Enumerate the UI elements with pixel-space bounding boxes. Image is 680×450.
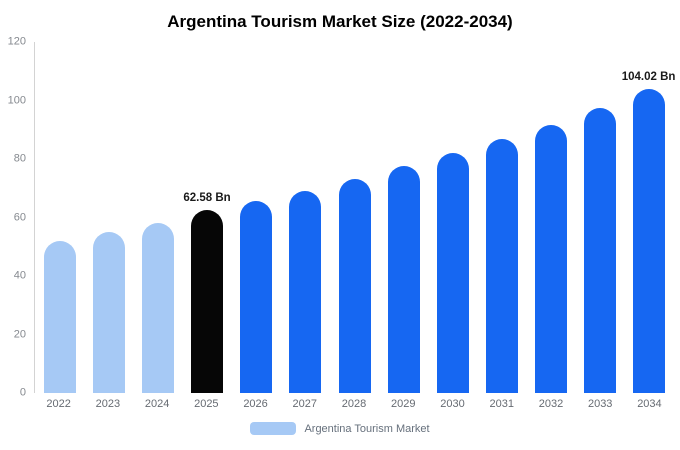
bar-slot [281, 42, 330, 393]
bar-2033 [584, 107, 617, 393]
y-tick-label: 80 [13, 152, 26, 165]
chart-area: 0 20 40 60 80 100 120 62.58 Bn 104.02 Bn [8, 36, 676, 398]
x-tick-label-2028: 2028 [341, 398, 367, 410]
x-tick-label-2023: 2023 [95, 398, 121, 410]
x-tick-label-2034: 2034 [637, 398, 662, 410]
x-tick-label-2031: 2031 [489, 398, 514, 410]
bar-slot [379, 42, 428, 393]
chart-title: Argentina Tourism Market Size (2022-2034… [167, 12, 513, 31]
bar-2034: 104.02 Bn [622, 71, 675, 393]
x-tick-label-2025: 2025 [194, 398, 219, 410]
y-tick-label: 120 [7, 35, 26, 48]
x-tick-label-2033: 2033 [587, 398, 613, 410]
bar-slot [330, 42, 379, 393]
bar-2031 [485, 138, 518, 393]
x-tick-label-2030: 2030 [440, 398, 465, 410]
bar-2026 [240, 201, 273, 393]
bar-slot: 104.02 Bn [622, 42, 675, 393]
x-tick-label-2026: 2026 [243, 398, 268, 410]
bar-slot [232, 42, 281, 393]
y-tick-label: 40 [13, 269, 26, 282]
x-tick-label-2032: 2032 [538, 398, 564, 410]
data-label-2034: 104.02 Bn [621, 70, 676, 83]
bar-slot [428, 42, 477, 393]
bar-slot [527, 42, 576, 393]
x-tick-label-2029: 2029 [391, 398, 416, 410]
bar-slot [35, 42, 84, 393]
bar-slot [133, 42, 182, 393]
legend-label: Argentina Tourism Market [304, 422, 430, 435]
bar-2028 [338, 179, 371, 393]
x-tick-label-2024: 2024 [144, 398, 170, 410]
bar-2023 [92, 232, 125, 393]
bar-slot [576, 42, 625, 393]
plot-area: 62.58 Bn 104.02 Bn [34, 42, 675, 393]
bar-2024 [141, 223, 174, 393]
y-axis: 0 20 40 60 80 100 120 [0, 36, 28, 398]
y-tick-label: 0 [19, 386, 26, 399]
bar-2032 [535, 125, 568, 393]
y-tick-label: 100 [7, 94, 26, 106]
bar-slot [477, 42, 526, 393]
bars: 62.58 Bn 104.02 Bn [35, 42, 675, 393]
bar-slot [84, 42, 133, 393]
legend: Argentina Tourism Market [0, 422, 680, 435]
y-tick-label: 60 [13, 211, 26, 223]
x-tick-label-2022: 2022 [46, 398, 71, 410]
bar-2029 [387, 166, 420, 393]
x-tick-label-2027: 2027 [292, 398, 318, 410]
data-label-2025: 62.58 Bn [183, 191, 231, 204]
legend-swatch [250, 422, 297, 435]
bar-slot: 62.58 Bn [182, 42, 231, 393]
y-tick-label: 20 [13, 328, 26, 340]
bar-2022 [43, 240, 76, 393]
bar-2027 [289, 191, 322, 393]
bar-2025: 62.58 Bn [183, 192, 231, 393]
x-axis-labels: 2022 2023 2024 2025 2026 2027 2028 2029 2030 2031… [34, 398, 674, 410]
bar-2030 [436, 153, 469, 393]
